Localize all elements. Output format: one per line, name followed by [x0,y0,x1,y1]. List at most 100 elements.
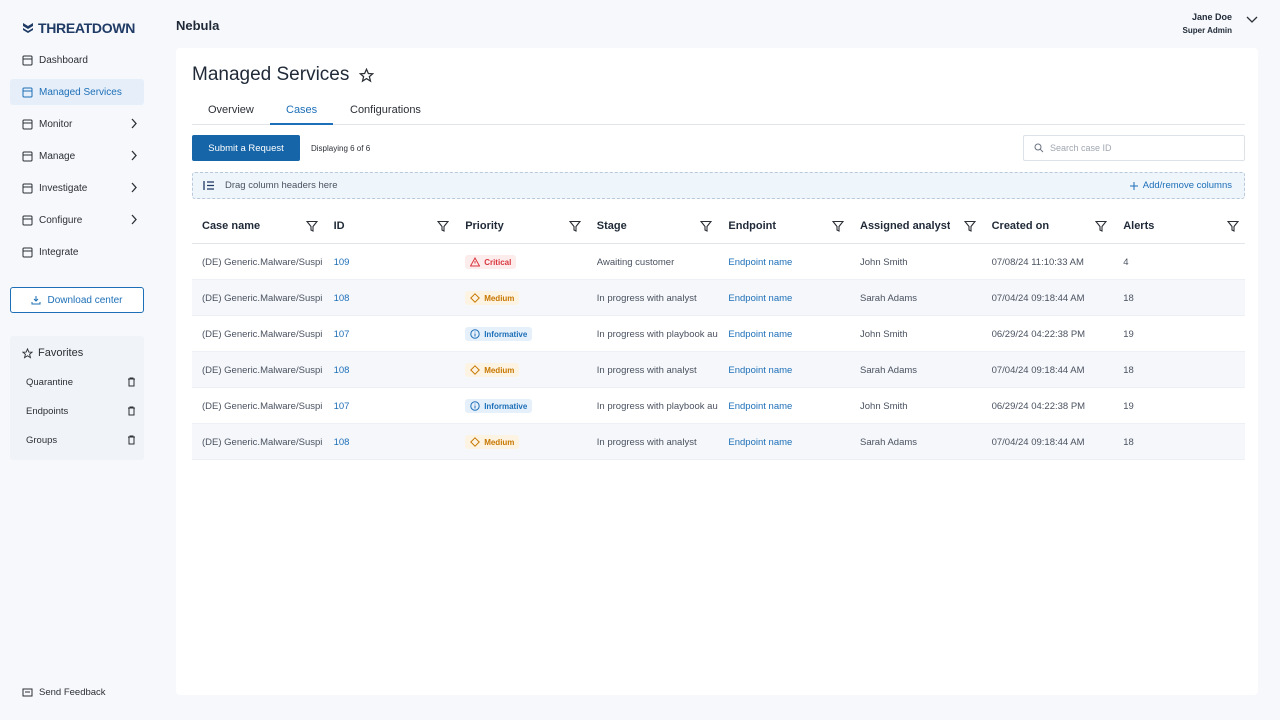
table-cell: 4 [1123,244,1245,280]
nav-icon [22,215,33,225]
favorite-item[interactable]: Groups [26,435,136,446]
table-cell: Medium [465,352,587,388]
table-row[interactable]: (DE) Generic.Malware/Suspi 108 Medium In pr… [192,424,1245,460]
cell-link[interactable]: Endpoint name [728,328,793,340]
delete-icon [128,377,135,387]
priority-label: Medium [484,365,515,375]
priority-badge: Medium [465,435,520,449]
brand: THREATDOWN [22,20,135,36]
send-feedback[interactable]: Send Feedback [22,687,106,698]
table-cell: John Smith [860,316,982,352]
feedback-label: Send Feedback [39,687,106,698]
cell-text: Sarah Adams [860,436,918,448]
table-cell: 19 [1123,316,1245,352]
favorite-item[interactable]: Quarantine [26,377,136,388]
table-cell: 18 [1123,352,1245,388]
delete-icon [128,435,135,445]
table-cell: Medium [465,280,587,316]
cases-table: Case name ID Priority Stage Endpoint Assigned… [192,208,1245,460]
cell-text: 06/29/24 04:22:38 PM [991,328,1086,340]
nav-item[interactable]: Dashboard [10,47,144,73]
submit-request-button[interactable]: Submit a Request [192,135,300,161]
nav-label: Managed Services [39,86,122,98]
table-row[interactable]: (DE) Generic.Malware/Suspi 109 Critical Awa… [192,244,1245,280]
priority-label: Informative [484,401,528,411]
filter-icon[interactable] [700,220,713,232]
favorite-star[interactable] [359,67,375,83]
tab[interactable]: Cases [270,104,334,125]
column-header: Case name [202,220,261,232]
table-cell: 07/08/24 11:10:33 AM [992,244,1114,280]
filter-icon[interactable] [305,220,318,232]
cell-text: 18 [1123,364,1134,376]
cell-text: John Smith [860,400,908,412]
nav-item[interactable]: Manage [10,143,144,169]
table-row[interactable]: (DE) Generic.Malware/Suspi 108 Medium In pr… [192,280,1245,316]
nav-item[interactable]: Monitor [10,111,144,137]
cell-link[interactable]: Endpoint name [728,400,793,412]
priority-icon [470,257,481,267]
filter-icon[interactable] [437,220,450,232]
nav-label: Manage [39,150,76,162]
table-cell: Endpoint name [728,244,850,280]
cell-link[interactable]: 109 [333,256,350,268]
nav-label: Investigate [39,182,88,194]
table-cell: 107 [334,388,456,424]
cell-link[interactable]: 108 [333,292,350,304]
nav-chevron [131,182,137,193]
search-input[interactable]: Search case ID [1023,135,1245,161]
table-row[interactable]: (DE) Generic.Malware/Suspi 107 Informative… [192,388,1245,424]
table-cell: In progress with analyst [597,352,719,388]
nav-item[interactable]: Integrate [10,239,144,265]
nav-chevron [131,150,137,161]
filter-icon[interactable] [832,220,844,232]
table-cell: 07/04/24 09:18:44 AM [992,280,1114,316]
table-cell: (DE) Generic.Malware/Suspi [202,424,324,460]
priority-badge: Informative [465,327,533,341]
nav-item[interactable]: Investigate [10,175,144,201]
cell-link[interactable]: 108 [333,436,350,448]
priority-badge: Medium [465,291,520,305]
tab[interactable]: Configurations [350,104,421,116]
table-cell: Sarah Adams [860,352,982,388]
table-cell: Informative [465,388,587,424]
column-header: Created on [991,220,1050,232]
cell-text: (DE) Generic.Malware/Suspi [202,328,323,340]
cell-text: 19 [1123,400,1134,412]
cell-link[interactable]: Endpoint name [728,364,793,376]
priority-label: Medium [484,437,515,447]
nav-chevron [131,118,137,129]
nav-item[interactable]: Managed Services [10,79,144,105]
cell-text: In progress with playbook au [596,400,718,412]
priority-icon [470,401,480,411]
tab[interactable]: Overview [208,104,254,116]
table-row[interactable]: (DE) Generic.Malware/Suspi 108 Medium In pr… [192,352,1245,388]
favorite-item[interactable]: Endpoints [26,406,136,417]
add-remove-columns[interactable]: Add/remove columns [1129,180,1232,191]
plus-icon [1129,181,1138,190]
cell-text: (DE) Generic.Malware/Suspi [202,436,323,448]
favorite-label: Endpoints [26,406,69,417]
filter-icon[interactable] [963,220,976,232]
cell-link[interactable]: Endpoint name [728,436,793,448]
nav-icon [22,183,33,193]
cell-text: Awaiting customer [596,256,675,268]
filter-icon[interactable] [568,220,581,232]
table-cell: 07/04/24 09:18:44 AM [992,424,1114,460]
cell-link[interactable]: Endpoint name [728,256,793,268]
download-center-button[interactable]: Download center [10,287,144,313]
nav-icon [22,247,33,257]
cell-link[interactable]: Endpoint name [728,292,793,304]
column-header: Stage [596,220,627,232]
filter-icon[interactable] [1095,220,1108,232]
table-cell: 06/29/24 04:22:38 PM [992,316,1114,352]
cell-link[interactable]: 107 [333,328,350,340]
cell-link[interactable]: 108 [333,364,350,376]
nav-item[interactable]: Configure [10,207,144,233]
table-row[interactable]: (DE) Generic.Malware/Suspi 107 Informative… [192,316,1245,352]
user-menu-chevron[interactable] [1246,16,1258,24]
cell-link[interactable]: 107 [333,400,350,412]
priority-icon [470,365,481,375]
cell-text: John Smith [860,328,908,340]
filter-icon[interactable] [1226,220,1239,232]
